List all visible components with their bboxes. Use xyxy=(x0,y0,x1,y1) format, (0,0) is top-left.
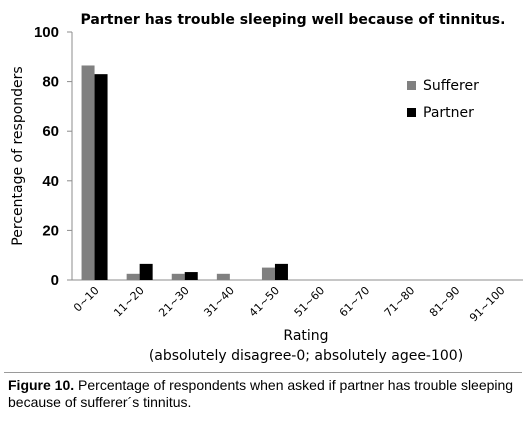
figure-caption: Figure 10. Percentage of respondents whe… xyxy=(8,377,520,411)
bar-sufferer-0~10 xyxy=(81,65,95,280)
bar-sufferer-31~40 xyxy=(216,273,230,280)
bar-partner-11~20 xyxy=(139,263,153,280)
y-tick-label: 40 xyxy=(42,173,59,190)
bars xyxy=(81,65,288,280)
figure-label: Figure 10. xyxy=(8,377,75,393)
x-tick-label: 61~70 xyxy=(337,284,373,320)
figure-caption-text: Percentage of respondents when asked if … xyxy=(8,377,514,410)
bar-partner-21~30 xyxy=(184,272,198,280)
x-tick-label: 0~10 xyxy=(71,284,102,315)
x-tick-label: 91~100 xyxy=(467,284,507,324)
legend: Sufferer Partner xyxy=(407,78,479,121)
y-tick-label: 100 xyxy=(34,24,59,41)
x-tick-label: 31~40 xyxy=(201,284,237,320)
x-tick-labels: 0~10 11~20 21~30 31~40 41~50 51~60 61~70 71~80 8… xyxy=(71,284,507,324)
y-tick-label: 0 xyxy=(51,272,59,289)
legend-label-sufferer: Sufferer xyxy=(423,78,479,94)
x-axis-note: (absolutely disagree-0; absolutely agee-… xyxy=(149,348,463,364)
bar-sufferer-11~20 xyxy=(126,273,140,280)
x-tick-label: 21~30 xyxy=(156,284,192,320)
legend-label-partner: Partner xyxy=(423,105,474,121)
x-tick-label: 71~80 xyxy=(382,284,418,320)
y-axis-label: Percentage of responders xyxy=(10,66,26,245)
x-tick-label: 41~50 xyxy=(247,284,283,320)
bar-sufferer-41~50 xyxy=(261,267,275,280)
caption-divider xyxy=(4,372,522,373)
chart: Partner has trouble sleeping well becaus… xyxy=(10,12,523,364)
chart-title: Partner has trouble sleeping well becaus… xyxy=(81,12,506,28)
y-tick-labels: 0 20 40 60 80 100 xyxy=(34,24,59,289)
axes xyxy=(67,31,523,281)
bar-partner-41~50 xyxy=(274,263,288,280)
legend-swatch-sufferer xyxy=(407,81,416,90)
legend-swatch-partner xyxy=(407,108,416,117)
x-tick-label: 11~20 xyxy=(111,284,147,320)
y-tick-label: 60 xyxy=(42,123,59,140)
x-tick-label: 81~90 xyxy=(427,284,463,320)
bar-sufferer-21~30 xyxy=(171,273,185,280)
bar-partner-0~10 xyxy=(94,74,108,280)
y-tick-label: 80 xyxy=(42,74,59,91)
y-tick-label: 20 xyxy=(42,222,59,239)
x-tick-label: 51~60 xyxy=(292,284,328,320)
x-axis-label: Rating xyxy=(283,328,328,344)
